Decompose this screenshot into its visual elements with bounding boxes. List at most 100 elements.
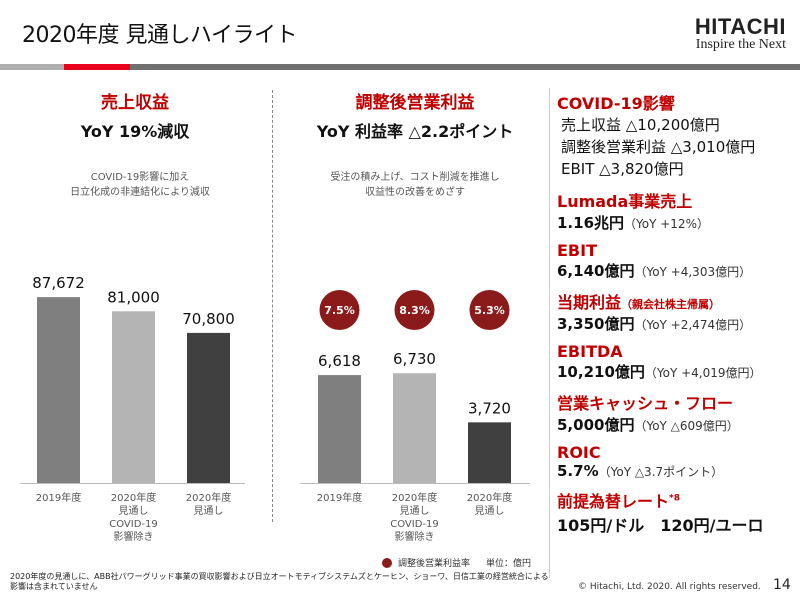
margin-circle bbox=[394, 290, 435, 330]
metric-value: 5,000億円（YoY △609億円） bbox=[557, 414, 797, 435]
category-label: 2020年度 bbox=[467, 491, 512, 504]
data-label: 87,672 bbox=[32, 274, 85, 292]
header-stripe-light bbox=[0, 64, 64, 70]
bar bbox=[393, 373, 436, 483]
metric-label-text: 営業キャッシュ・フロー bbox=[557, 394, 734, 413]
note-line: 日立化成の非連結化により減収 bbox=[70, 187, 210, 198]
category-label: 2020年度 bbox=[392, 491, 437, 504]
metric-yoy: （YoY △3.7ポイント） bbox=[598, 465, 724, 479]
revenue-subtitle: YoY 19%減収 bbox=[80, 122, 190, 141]
covid-item: 調整後営業利益 △3,010億円 bbox=[561, 138, 756, 156]
revenue-note: COVID-19影響に加え 日立化成の非連結化により減収 bbox=[20, 170, 260, 200]
category-label: COVID-19 bbox=[390, 519, 439, 530]
metric-value-text: 10,210億円 bbox=[557, 363, 645, 381]
metric-label: 営業キャッシュ・フロー bbox=[557, 390, 797, 414]
metric-value-text: 3,350億円 bbox=[557, 315, 635, 333]
category-label: 2019年度 bbox=[36, 491, 81, 504]
page-title: 2020年度 見通しハイライト bbox=[22, 23, 298, 48]
data-label: 6,730 bbox=[393, 350, 436, 368]
metric-value: 5.7%（YoY △3.7ポイント） bbox=[557, 462, 797, 480]
metric-value: 1.16兆円（YoY +12%） bbox=[557, 212, 797, 233]
metric-block: EBITDA 10,210億円（YoY +4,019億円） bbox=[557, 342, 797, 382]
metric-label-note: （親会社株主帰属） bbox=[621, 298, 721, 311]
note-line: 収益性の改善をめざす bbox=[365, 187, 465, 198]
metric-block: ROIC 5.7%（YoY △3.7ポイント） bbox=[557, 443, 797, 480]
data-label: 3,720 bbox=[468, 399, 511, 417]
metric-label-text: 前提為替レート bbox=[557, 492, 670, 511]
data-label: 70,800 bbox=[182, 310, 235, 328]
metric-label-text: EBIT bbox=[557, 241, 597, 260]
bar bbox=[318, 375, 361, 483]
category-label: 影響除き bbox=[114, 530, 154, 543]
margin-circle bbox=[319, 290, 360, 330]
category-label: 2020年度 bbox=[186, 491, 231, 504]
bar bbox=[468, 422, 511, 483]
adj-op-income-note: 受注の積み上げ、コスト削減を推進し 収益性の改善をめざす bbox=[295, 170, 535, 200]
metric-label: 当期利益（親会社株主帰属） bbox=[557, 289, 797, 313]
margin-label: 5.3% bbox=[474, 304, 505, 317]
metric-yoy: （YoY +4,303億円） bbox=[634, 265, 752, 279]
metric-value-text: 6,140億円 bbox=[557, 262, 635, 280]
margin-label: 7.5% bbox=[324, 304, 355, 317]
page-number: 14 bbox=[773, 577, 791, 593]
covid-item: 売上収益 △10,200億円 bbox=[561, 116, 720, 134]
metric-label-text: EBITDA bbox=[557, 342, 623, 361]
category-label: 2020年度 bbox=[111, 491, 156, 504]
metric-label: ROIC bbox=[557, 443, 797, 462]
metric-label-text: 当期利益 bbox=[557, 293, 622, 312]
metric-yoy: （YoY +4,019億円） bbox=[644, 366, 762, 380]
section-divider bbox=[272, 90, 273, 522]
metric-value-text: 5,000億円 bbox=[557, 416, 635, 434]
data-label: 81,000 bbox=[107, 288, 160, 306]
copyright: © Hitachi, Ltd. 2020. All rights reserve… bbox=[578, 582, 761, 592]
header-stripe-gray bbox=[130, 64, 800, 70]
adj-op-income-subtitle: YoY 利益率 △2.2ポイント bbox=[316, 122, 514, 141]
metric-value: 6,140億円（YoY +4,303億円） bbox=[557, 260, 797, 281]
metric-label: EBITDA bbox=[557, 342, 797, 361]
metric-value: 10,210億円（YoY +4,019億円） bbox=[557, 361, 797, 382]
logo-brand: HITACHI bbox=[694, 14, 786, 39]
margin-label: 8.3% bbox=[399, 304, 430, 317]
metric-value-text: 1.16兆円 bbox=[557, 214, 625, 232]
metric-block: Lumada事業売上 1.16兆円（YoY +12%） bbox=[557, 188, 797, 233]
metric-label: Lumada事業売上 bbox=[557, 188, 797, 212]
category-label: 見通し bbox=[119, 505, 149, 517]
covid-impact-title: COVID-19影響 bbox=[557, 94, 675, 113]
metric-label: EBIT bbox=[557, 241, 797, 260]
category-label: 見通し bbox=[194, 505, 224, 517]
metric-value: 105円/ドル 120円/ユーロ bbox=[557, 512, 797, 536]
metric-label-text: Lumada事業売上 bbox=[557, 192, 693, 211]
metric-yoy: （YoY +12%） bbox=[624, 217, 709, 231]
bar bbox=[112, 311, 155, 483]
covid-item: EBIT △3,820億円 bbox=[561, 160, 684, 178]
metric-value-text: 5.7% bbox=[557, 462, 599, 480]
legend-margin-marker bbox=[382, 557, 392, 568]
note-line: 受注の積み上げ、コスト削減を推進し bbox=[330, 172, 500, 183]
metrics-list: Lumada事業売上 1.16兆円（YoY +12%） EBIT 6,140億円（Yo… bbox=[557, 188, 797, 536]
legend-label: 調整後営業利益率 bbox=[398, 559, 471, 569]
metric-value: 3,350億円（YoY +2,474億円） bbox=[557, 313, 797, 334]
metric-block: 前提為替レート*8 105円/ドル 120円/ユーロ bbox=[557, 488, 797, 536]
metric-block: EBIT 6,140億円（YoY +4,303億円） bbox=[557, 241, 797, 281]
chart-legend: 調整後営業利益率 単位：億円 bbox=[382, 556, 531, 569]
revenue-title: 売上収益 bbox=[101, 93, 169, 113]
right-panel: COVID-19影響 売上収益 △10,200億円 調整後営業利益 △3,010… bbox=[557, 90, 797, 536]
adj-op-income-title: 調整後営業利益 bbox=[355, 93, 475, 113]
category-label: 見通し bbox=[400, 505, 430, 517]
note-line: COVID-19影響に加え bbox=[90, 172, 190, 183]
metric-block: 営業キャッシュ・フロー 5,000億円（YoY △609億円） bbox=[557, 390, 797, 435]
hitachi-logo: HITACHI Inspire the Next bbox=[695, 14, 786, 53]
logo-tagline: Inspire the Next bbox=[695, 37, 786, 52]
category-label: COVID-19 bbox=[109, 519, 158, 530]
metric-block: 当期利益（親会社株主帰属） 3,350億円（YoY +2,474億円） bbox=[557, 289, 797, 334]
right-panel-divider bbox=[549, 88, 550, 578]
header-stripe-red bbox=[64, 64, 130, 70]
metric-label-text: ROIC bbox=[557, 443, 601, 462]
metric-label: 前提為替レート*8 bbox=[557, 488, 797, 512]
data-label: 6,618 bbox=[318, 352, 361, 370]
metric-yoy: （YoY △609億円） bbox=[634, 419, 739, 433]
margin-circle bbox=[469, 290, 510, 330]
unit-label: 単位：億円 bbox=[486, 559, 532, 569]
metric-yoy: （YoY +2,474億円） bbox=[634, 318, 752, 332]
bar bbox=[37, 297, 80, 483]
